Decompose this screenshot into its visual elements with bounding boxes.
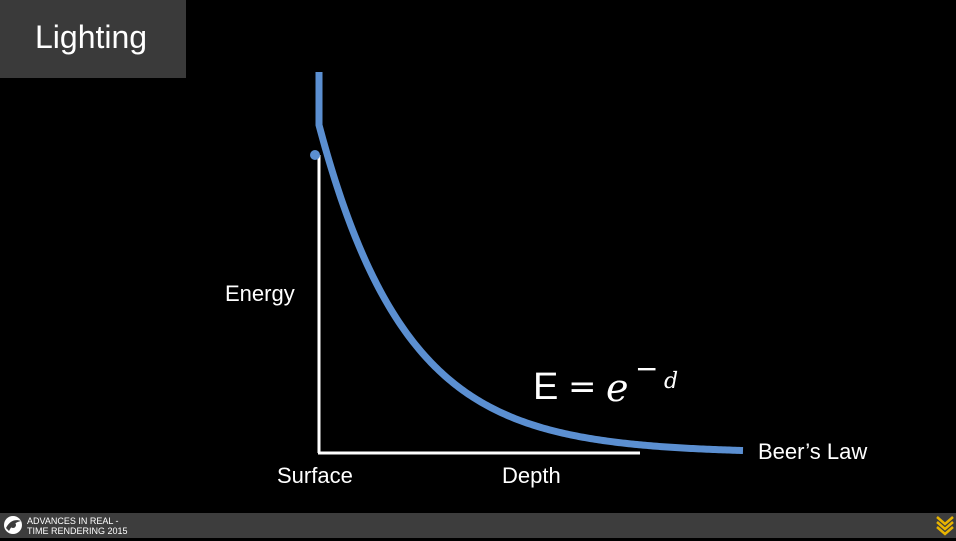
formula-energy-symbol: E: [533, 366, 559, 408]
surface-energy-point: [310, 150, 320, 160]
footer-bar: ADVANCES IN REAL - TIME RENDERING 2015: [0, 513, 956, 538]
title-box: Lighting: [0, 0, 186, 78]
formula-minus: −: [635, 352, 659, 385]
depth-label: Depth: [502, 463, 561, 488]
circle-swoosh-icon: [3, 515, 23, 540]
formula-base-e: e: [606, 366, 629, 410]
surface-label: Surface: [277, 463, 353, 488]
chevron-stack-icon: [936, 516, 954, 541]
decay-curve: [315, 72, 744, 454]
beers-law-formula: E = e − d: [531, 352, 691, 416]
slide-title: Lighting: [35, 19, 148, 55]
footer-line-1: ADVANCES IN REAL -: [27, 516, 119, 526]
formula-equals: =: [568, 367, 597, 407]
formula-exponent-d: d: [664, 369, 679, 394]
footer-line-2: TIME RENDERING 2015: [27, 526, 128, 536]
footer-conference-text: ADVANCES IN REAL - TIME RENDERING 2015: [27, 516, 167, 536]
beers-law-label: Beer’s Law: [758, 439, 868, 464]
energy-label: Energy: [225, 281, 295, 306]
